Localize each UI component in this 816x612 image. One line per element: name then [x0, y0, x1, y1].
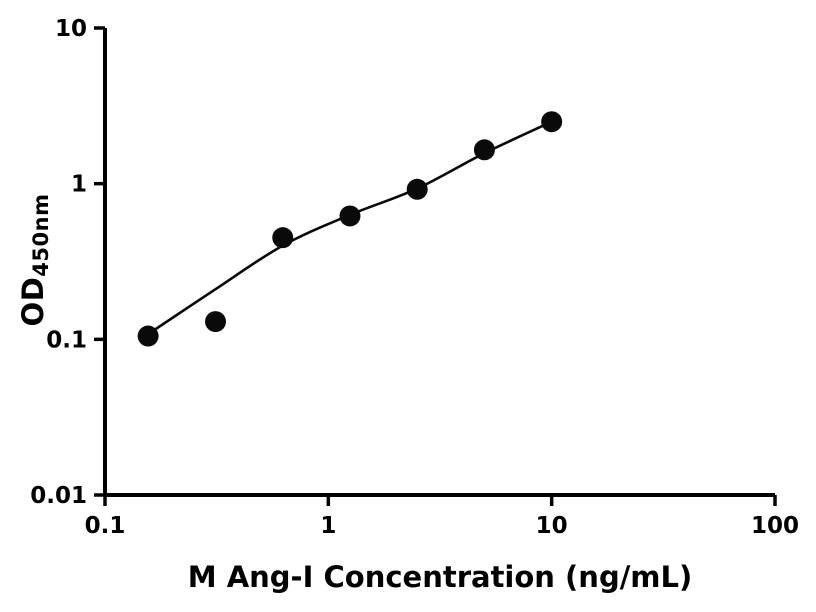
y-axis-title-subscript: 450nm: [29, 193, 53, 277]
data-point: [473, 139, 495, 161]
data-point: [406, 178, 428, 200]
y-tick-label: 10: [55, 16, 87, 42]
x-axis-title: M Ang-I Concentration (ng/mL): [187, 560, 693, 594]
y-tick-label: 0.1: [46, 327, 87, 353]
x-tick-label: 1: [320, 513, 336, 539]
axes: [103, 28, 775, 497]
data-point: [137, 325, 159, 347]
y-axis-title: OD450nm: [16, 193, 53, 327]
y-tick-label: 0.01: [30, 483, 87, 509]
y-axis-title-main: OD: [16, 276, 50, 327]
data-point: [541, 111, 563, 133]
data-point: [205, 311, 227, 333]
x-tick-label: 0.1: [85, 513, 126, 539]
x-tick-label: 10: [536, 513, 568, 539]
data-point: [272, 227, 294, 249]
y-tick-label: 1: [71, 172, 87, 198]
data-point: [339, 205, 361, 227]
x-tick-label: 100: [751, 513, 799, 539]
